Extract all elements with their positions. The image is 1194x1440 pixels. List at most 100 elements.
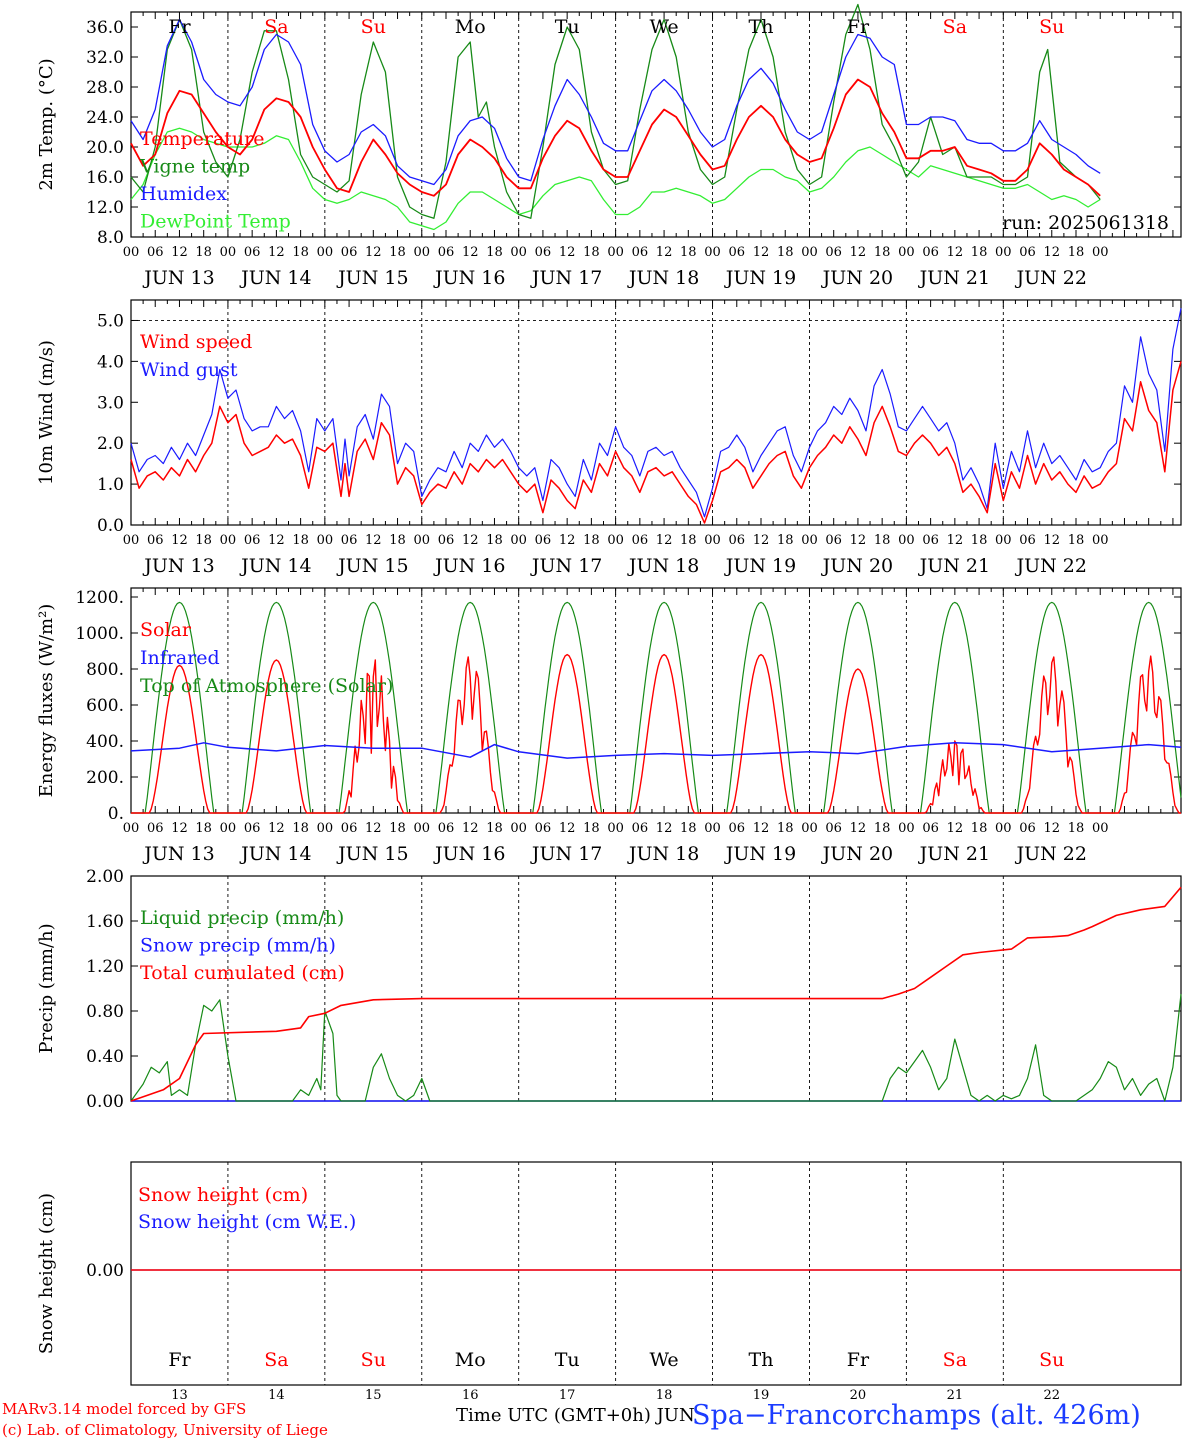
hour-tick-label: 12	[947, 245, 964, 260]
hour-tick-label: 06	[147, 821, 164, 836]
y-tick-label: 32.0	[86, 48, 124, 68]
date-label: JUN 13	[142, 555, 214, 577]
weekday-label: Su	[1039, 1349, 1064, 1371]
hour-tick-label: 00	[607, 245, 624, 260]
y-tick-label: 1000.	[75, 624, 124, 644]
date-label: JUN 17	[530, 267, 602, 289]
hour-tick-label: 18	[874, 821, 891, 836]
hour-tick-label: 12	[947, 533, 964, 548]
hour-tick-label: 18	[583, 533, 600, 548]
hour-tick-label: 00	[413, 245, 430, 260]
hour-tick-label: 06	[728, 533, 745, 548]
run-label: run: 2025061318	[1002, 212, 1169, 234]
hour-tick-label: 18	[971, 533, 988, 548]
hour-tick-label: 06	[341, 533, 358, 548]
hour-tick-label: 12	[753, 533, 770, 548]
hour-tick-label: 06	[244, 533, 261, 548]
hour-tick-label: 06	[922, 245, 939, 260]
hour-tick-label: 06	[825, 245, 842, 260]
weekday-label: Tu	[555, 1349, 580, 1371]
day-number-label: 20	[850, 1388, 867, 1403]
panel-frame	[130, 299, 1182, 526]
hour-tick-label: 12	[365, 245, 382, 260]
weekday-label: Mo	[455, 16, 486, 38]
y-tick-label: 8.0	[97, 228, 124, 248]
hour-tick-label: 00	[801, 533, 818, 548]
hour-tick-label: 12	[656, 245, 673, 260]
hour-tick-label: 00	[801, 245, 818, 260]
y-axis-label: Snow height (cm)	[36, 1193, 57, 1354]
series-line	[130, 886, 1182, 1102]
hour-tick-label: 18	[680, 245, 697, 260]
y-tick-label: 36.0	[86, 18, 124, 38]
legend-entry: Infrared	[140, 647, 220, 669]
day-number-label: 18	[656, 1388, 673, 1403]
hour-tick-label: 12	[1043, 533, 1060, 548]
panel-1: 00 06 12 18 00 06 12 18 00 06 12 18 00 06 12 18 00 06 12 18…	[36, 3, 1182, 289]
date-label: JUN 22	[1015, 555, 1087, 577]
y-axis-label: 2m Temp. (°C)	[36, 58, 57, 190]
hour-tick-label: 00	[123, 245, 140, 260]
y-tick-label: 1.60	[86, 912, 124, 932]
hour-tick-label: 18	[971, 245, 988, 260]
date-label: JUN 21	[918, 267, 990, 289]
y-tick-label: 4.0	[97, 352, 124, 372]
date-label: JUN 21	[918, 555, 990, 577]
hour-tick-label: 00	[995, 245, 1012, 260]
hour-tick-label: 18	[389, 533, 406, 548]
hour-tick-label: 18	[292, 821, 309, 836]
hour-tick-label: 06	[825, 821, 842, 836]
hour-tick-label: 00	[1092, 821, 1109, 836]
legend-entry: Liquid precip (mm/h)	[140, 907, 344, 929]
hour-tick-label: 06	[728, 245, 745, 260]
day-number-label: 13	[171, 1388, 188, 1403]
hour-tick-label: 18	[486, 245, 503, 260]
hour-tick-label: 00	[510, 245, 527, 260]
y-tick-label: 20.0	[86, 138, 124, 158]
legend-entry: DewPoint Temp	[140, 211, 291, 233]
hour-tick-label: 12	[365, 821, 382, 836]
y-axis-label: Precip (mm/h)	[36, 923, 57, 1053]
date-label: JUN 17	[530, 555, 602, 577]
hour-tick-label: 18	[389, 821, 406, 836]
weekday-label: Mo	[455, 1349, 486, 1371]
date-label: JUN 16	[433, 267, 505, 289]
legend-entry: Total cumulated (cm)	[140, 962, 345, 984]
hour-tick-label: 12	[559, 245, 576, 260]
hour-tick-label: 18	[971, 821, 988, 836]
y-axis-label: 10m Wind (m/s)	[36, 340, 57, 485]
panel-frame	[130, 11, 1182, 238]
hour-tick-label: 06	[147, 245, 164, 260]
date-label: JUN 15	[336, 555, 408, 577]
legend-entry: Top of Atmosphere (Solar)	[140, 675, 393, 697]
date-label: JUN 15	[336, 843, 408, 865]
y-tick-label: 0.	[108, 804, 124, 824]
y-tick-label: 5.0	[97, 311, 124, 331]
series-line	[130, 308, 1182, 518]
legend-entry: Snow precip (mm/h)	[140, 935, 336, 957]
legend-entry: Wind gust	[140, 359, 238, 381]
hour-tick-label: 12	[656, 533, 673, 548]
weekday-label: Th	[749, 1349, 774, 1371]
hour-tick-label: 00	[898, 245, 915, 260]
hour-tick-label: 12	[559, 821, 576, 836]
hour-tick-label: 12	[462, 821, 479, 836]
hour-tick-label: 18	[486, 821, 503, 836]
hour-tick-label: 00	[801, 821, 818, 836]
hour-tick-label: 00	[123, 533, 140, 548]
hour-tick-label: 12	[171, 533, 188, 548]
day-number-label: 16	[462, 1388, 479, 1403]
hour-tick-label: 12	[850, 821, 867, 836]
weekday-label: Su	[361, 16, 386, 38]
model-credit: MARv3.14 model forced by GFS	[2, 1400, 247, 1418]
date-label: JUN 21	[918, 843, 990, 865]
weekday-label: Su	[1039, 16, 1064, 38]
date-label: JUN 18	[627, 555, 699, 577]
hour-tick-label: 18	[195, 245, 212, 260]
hour-tick-label: 18	[1068, 245, 1085, 260]
y-tick-label: 400.	[86, 732, 124, 752]
hour-tick-label: 06	[438, 245, 455, 260]
date-label: JUN 13	[142, 843, 214, 865]
panel-5: 0.00 Snow height (cm) Snow height (cm) Snow…	[36, 1161, 1182, 1403]
weekday-label: Sa	[264, 1349, 288, 1371]
